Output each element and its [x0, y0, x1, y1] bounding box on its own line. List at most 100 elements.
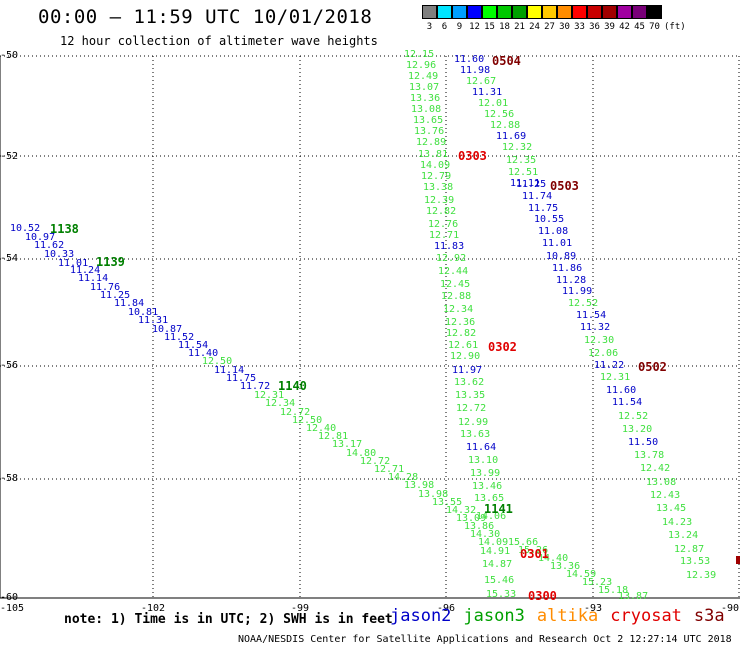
wave-height-value: 11.99 [562, 286, 593, 297]
wave-height-value: 13.24 [668, 530, 699, 541]
wave-height-value: 13.62 [454, 377, 485, 388]
wave-height-value: 12.06 [588, 348, 619, 359]
satellite-name: jason2 [390, 606, 452, 626]
track-marker [736, 556, 740, 564]
wave-height-value: 15.26 [518, 545, 549, 556]
legend-bin-label: 27 [544, 22, 555, 32]
satellite-legend: jason2 jason3 altika cryosat s3a [390, 606, 737, 626]
legend-swatch [482, 5, 497, 19]
wave-height-value: 12.31 [254, 390, 285, 401]
wave-height-value: 11.84 [114, 298, 145, 309]
wave-height-value: 11.62 [34, 240, 65, 251]
wave-height-value: 12.30 [584, 335, 615, 346]
track-time-label: 1139 [96, 255, 125, 269]
wave-height-value: 11.14 [78, 273, 109, 284]
wave-height-value: 12.40 [306, 423, 337, 434]
wave-height-value: 11.50 [628, 437, 659, 448]
legend-bin-label: 15 [484, 22, 495, 32]
wave-height-value: 12.39 [424, 195, 455, 206]
wave-height-value: 13.20 [622, 424, 653, 435]
legend-swatch [557, 5, 572, 19]
wave-height-value: 11.52 [164, 332, 195, 343]
legend-swatch [617, 5, 632, 19]
track-time-label: 0504 [492, 54, 521, 68]
legend-swatch [497, 5, 512, 19]
wave-height-value: 15.18 [598, 585, 629, 596]
wave-height-value: 11.97 [452, 365, 483, 376]
wave-height-value: 10.52 [10, 223, 41, 234]
wave-height-value: 12.92 [436, 253, 467, 264]
wave-height-value: 12.42 [640, 463, 671, 474]
wave-height-value: 12.56 [484, 109, 515, 120]
legend-bin-label: 36 [589, 22, 600, 32]
legend-swatch [647, 5, 662, 19]
wave-height-value: 12.44 [438, 266, 469, 277]
legend-bin-label: 24 [529, 22, 540, 32]
satellite-name: altika [536, 606, 599, 626]
longitude-label: -102 [140, 603, 166, 614]
wave-height-value: 11.54 [178, 340, 209, 351]
wave-height-value: 12.45 [440, 279, 471, 290]
wave-height-value: 13.99 [470, 468, 501, 479]
wave-height-value: 11.69 [496, 131, 527, 142]
wave-height-value: 12.82 [446, 328, 477, 339]
longitude-label: -90 [720, 603, 740, 614]
legend-bin-label: 21 [514, 22, 525, 32]
wave-height-value: 11.31 [472, 87, 503, 98]
wave-height-value: 13.87 [618, 591, 649, 602]
wave-height-value: 10.89 [546, 251, 577, 262]
wave-height-value: 12.90 [450, 351, 481, 362]
legend-swatch [527, 5, 542, 19]
latitude-label: -60 [0, 592, 19, 603]
track-time-label: 0502 [638, 360, 667, 374]
wave-height-value: 13.09 [456, 513, 487, 524]
satellite-name: jason3 [463, 606, 525, 626]
wave-height-value: 11.11 [510, 178, 541, 189]
wave-height-value: 12.96 [406, 60, 437, 71]
legend-swatch [602, 5, 617, 19]
wave-height-value: 11.40 [188, 348, 219, 359]
latitude-label: -50 [0, 50, 19, 61]
wave-height-value: 10.55 [534, 214, 565, 225]
legend-bin-label: 45 [634, 22, 645, 32]
track-time-label: 0303 [458, 149, 487, 163]
wave-height-value: 12.71 [429, 230, 460, 241]
wave-height-value: 12.67 [466, 76, 497, 87]
wave-height-value: 12.72 [456, 403, 487, 414]
wave-height-value: 14.09 [420, 160, 451, 171]
wave-height-value: 12.39 [686, 570, 717, 581]
wave-height-value: 11.24 [70, 265, 101, 276]
wave-height-value: 11.28 [556, 275, 587, 286]
legend-swatch [632, 5, 647, 19]
wave-height-value: 11.60 [606, 385, 637, 396]
legend-bin-label: 39 [604, 22, 615, 32]
wave-height-value: 13.46 [472, 481, 503, 492]
wave-height-value: 12.52 [568, 298, 599, 309]
wave-height-value: 15.23 [582, 577, 613, 588]
track-time-label: 1141 [484, 502, 513, 516]
legend-swatch [542, 5, 557, 19]
wave-height-value: 13.78 [634, 450, 665, 461]
wave-height-value: 15.66 [508, 537, 539, 548]
wave-height-value: 11.32 [580, 322, 611, 333]
wave-height-value: 11.01 [58, 258, 89, 269]
wave-height-value: 10.87 [152, 324, 183, 335]
longitude-label: -99 [290, 603, 310, 614]
legend-swatch [467, 5, 482, 19]
wave-height-value: 11.86 [552, 263, 583, 274]
credit-line: NOAA/NESDIS Center for Satellite Applica… [238, 634, 732, 645]
latitude-label: -56 [0, 360, 19, 371]
wave-height-value: 13.08 [411, 104, 442, 115]
wave-height-value: 14.32 [446, 505, 477, 516]
wave-height-value: 13.76 [414, 126, 445, 137]
wave-height-value: 12.99 [458, 417, 489, 428]
wave-height-value: 14.28 [388, 472, 419, 483]
legend-bin-label: 9 [456, 22, 463, 32]
track-time-label: 0301 [520, 547, 549, 561]
wave-height-value: 14.80 [346, 448, 377, 459]
legend-bin-label: 18 [499, 22, 510, 32]
wave-height-value: 12.50 [292, 415, 323, 426]
wave-height-value: 11.25 [516, 179, 547, 190]
